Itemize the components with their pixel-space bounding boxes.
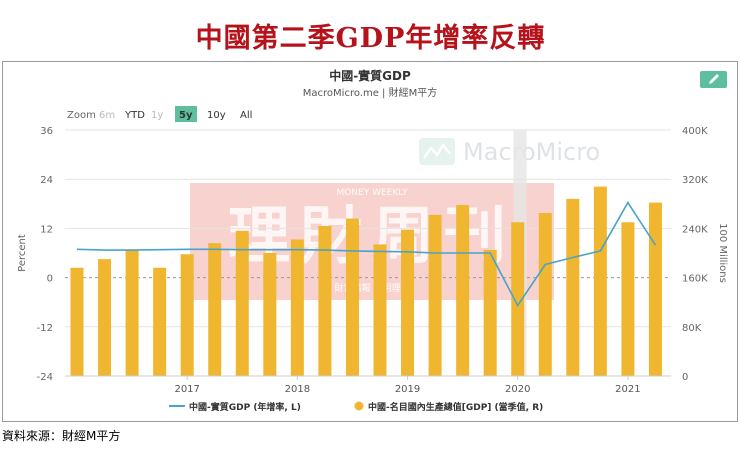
legend-label-gdp[interactable]: 中國-名目國內生產總值[GDP] (當季值, R) [368,401,543,413]
range-button-6m[interactable]: 6m [99,110,115,121]
gdp-bar [153,267,167,376]
gdp-bar [456,205,470,376]
macromicro-logo-wave-icon [422,142,451,159]
gdp-growth-line [76,201,657,308]
gdp-bar [125,250,139,376]
gdp-bar [373,244,387,376]
chart-title: 中國-實質GDP [329,68,411,83]
y-left-tick-label: 24 [40,175,53,186]
range-button-5y[interactable]: 5y [179,110,193,121]
gdp-bar [263,253,277,376]
gdp-bar [345,218,359,376]
gdp-bar [566,198,580,376]
y-right-tick-label: 400K [682,126,708,137]
edit-button[interactable] [700,71,727,88]
chart-svg: MacroMicro MONEY WEEKLY 理財周刊 財富播報 聰明理財 中… [17,68,728,413]
money-weekly-small: 財富播報 聰明理財 [335,282,410,294]
gdp-bar [98,259,112,376]
macromicro-watermark-text: MacroMicro [463,138,600,166]
zoom-controls: Zoom 6m YTD 1y 5y 10y All [67,106,252,122]
page-headline: 中國第二季GDP年增率反轉 [195,23,546,54]
y-right-tick-label: 0 [682,372,688,383]
pencil-icon[interactable] [709,74,719,84]
gdp-bar [290,239,304,376]
legend-bar-swatch [354,401,364,411]
y-right-axis-title: 100 Millions [717,223,728,283]
range-button-1y[interactable]: 1y [151,110,163,121]
y-right-tick-label: 80K [682,323,702,334]
macromicro-watermark: MacroMicro [419,138,600,166]
y-left-tick-label: 36 [40,126,53,137]
y-right-tick-label: 160K [682,274,708,285]
gdp-bar [483,249,497,376]
x-tick-label: 2020 [505,384,530,395]
y-left-tick-label: -24 [37,372,53,383]
legend: 中國-實質GDP (年增率, L) 中國-名目國內生產總值[GDP] (當季值, … [169,401,543,413]
x-tick-label: 2017 [174,384,199,395]
y-left-tick-label: 12 [40,224,53,235]
x-tick-label: 2021 [615,384,640,395]
money-weekly-en: MONEY WEEKLY [336,188,408,198]
chart-subtitle: MacroMicro.me | 財經M平方 [303,86,437,99]
gdp-bar [621,222,635,376]
gdp-bar [538,213,552,376]
y-right-tick-label: 240K [682,224,708,235]
gdp-bar [235,230,249,376]
x-tick-label: 2019 [395,384,420,395]
gdp-bar [180,254,194,376]
gdp-bar [648,202,662,376]
macromicro-logo-icon [419,138,455,165]
range-button-ytd[interactable]: YTD [124,110,145,121]
x-tick-label: 2018 [285,384,310,395]
gdp-bar [318,225,332,376]
gdp-bar [593,186,607,376]
legend-label-growth[interactable]: 中國-實質GDP (年增率, L) [189,401,301,413]
y-right-tick-label: 320K [682,175,708,186]
gdp-bar [70,267,84,376]
gdp-bar [401,229,415,376]
zoom-label: Zoom [67,110,96,121]
y-left-axis-title: Percent [17,234,28,272]
source-note: 資料來源：財經M平方 [2,429,121,443]
range-button-10y[interactable]: 10y [207,110,226,121]
gdp-bar [511,222,525,376]
range-button-all[interactable]: All [240,110,252,121]
y-left-tick-label: -12 [37,323,53,334]
gdp-bar [428,214,442,376]
chart-panel: MacroMicro MONEY WEEKLY 理財周刊 財富播報 聰明理財 中… [2,61,738,422]
range-button-bg-5y[interactable] [175,106,197,122]
y-left-tick-label: 0 [47,274,53,285]
gdp-bar [208,243,222,376]
